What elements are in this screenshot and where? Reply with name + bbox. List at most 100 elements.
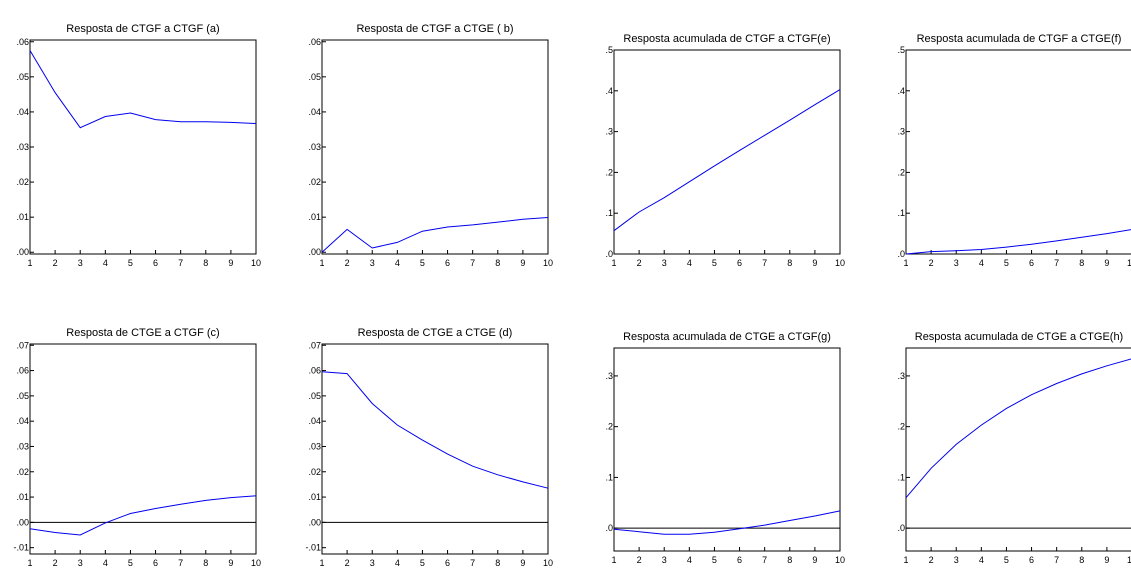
y-tick-label: .3 bbox=[605, 127, 613, 137]
y-tick-label: .00 bbox=[16, 517, 29, 527]
x-tick-label: 4 bbox=[103, 258, 108, 268]
y-tick-label: .2 bbox=[605, 167, 613, 177]
x-tick-label: 6 bbox=[1029, 258, 1034, 268]
x-tick-label: 2 bbox=[637, 555, 642, 565]
y-tick-label: .00 bbox=[308, 517, 321, 527]
x-tick-label: 2 bbox=[637, 258, 642, 268]
x-tick-label: 8 bbox=[1079, 555, 1084, 565]
y-tick-label: .07 bbox=[308, 340, 321, 350]
x-tick-label: 4 bbox=[103, 558, 108, 568]
response-line bbox=[613, 89, 841, 232]
x-tick-label: 1 bbox=[903, 555, 908, 565]
y-tick-label: .2 bbox=[897, 422, 905, 432]
y-tick-label: .5 bbox=[605, 45, 613, 55]
x-tick-label: 6 bbox=[1029, 555, 1034, 565]
x-tick-label: 2 bbox=[345, 258, 350, 268]
x-tick-label: 7 bbox=[1054, 555, 1059, 565]
y-tick-label: .03 bbox=[16, 441, 29, 451]
y-tick-label: .04 bbox=[16, 416, 29, 426]
y-tick-label: .0 bbox=[897, 523, 905, 533]
x-tick-label: 10 bbox=[251, 258, 261, 268]
x-tick-label: 1 bbox=[319, 558, 324, 568]
y-tick-label: .01 bbox=[308, 212, 321, 222]
x-tick-label: 2 bbox=[53, 558, 58, 568]
y-tick-label: .04 bbox=[16, 107, 29, 117]
y-tick-label: .2 bbox=[897, 167, 905, 177]
x-tick-label: 8 bbox=[203, 558, 208, 568]
y-tick-label: .06 bbox=[308, 37, 321, 47]
x-tick-label: 3 bbox=[78, 258, 83, 268]
x-tick-label: 10 bbox=[1127, 555, 1131, 565]
y-tick-label: .5 bbox=[897, 45, 905, 55]
chart-title: Resposta acumulada de CTGE a CTGF(g) bbox=[623, 331, 831, 343]
x-tick-label: 1 bbox=[27, 558, 32, 568]
response-line bbox=[29, 50, 257, 129]
plot-frame bbox=[321, 39, 549, 255]
y-tick-label: .4 bbox=[897, 86, 905, 96]
y-tick-label: .01 bbox=[16, 212, 29, 222]
x-tick-label: 5 bbox=[420, 558, 425, 568]
plot-frame bbox=[321, 343, 549, 555]
x-tick-label: 3 bbox=[954, 258, 959, 268]
x-tick-label: 3 bbox=[662, 555, 667, 565]
x-tick-label: 4 bbox=[395, 558, 400, 568]
y-tick-label: .06 bbox=[16, 37, 29, 47]
chart-title: Resposta acumulada de CTGF a CTGF(e) bbox=[623, 33, 830, 45]
y-tick-label: .05 bbox=[308, 72, 321, 82]
y-tick-label: .0 bbox=[897, 249, 905, 259]
x-tick-label: 2 bbox=[53, 258, 58, 268]
plot-frame bbox=[29, 343, 257, 555]
response-line bbox=[321, 217, 549, 253]
plot-frame bbox=[613, 347, 841, 552]
y-tick-label: .0 bbox=[605, 249, 613, 259]
chart-title: Resposta de CTGF a CTGF (a) bbox=[66, 23, 219, 35]
x-tick-label: 7 bbox=[1054, 258, 1059, 268]
x-tick-label: 9 bbox=[520, 558, 525, 568]
y-tick-label: -.01 bbox=[13, 543, 29, 553]
chart-title: Resposta acumulada de CTGE a CTGE(h) bbox=[915, 331, 1123, 343]
x-tick-label: 9 bbox=[1104, 555, 1109, 565]
x-tick-label: 10 bbox=[543, 558, 553, 568]
y-tick-label: .2 bbox=[605, 422, 613, 432]
y-tick-label: .1 bbox=[605, 472, 613, 482]
y-tick-label: .04 bbox=[308, 107, 321, 117]
x-tick-label: 3 bbox=[370, 558, 375, 568]
y-tick-label: .4 bbox=[605, 86, 613, 96]
x-tick-label: 4 bbox=[687, 555, 692, 565]
x-tick-label: 6 bbox=[445, 558, 450, 568]
x-tick-label: 7 bbox=[470, 258, 475, 268]
x-tick-label: 5 bbox=[420, 258, 425, 268]
x-tick-label: 6 bbox=[153, 258, 158, 268]
plot-frame bbox=[905, 347, 1131, 552]
x-tick-label: 7 bbox=[470, 558, 475, 568]
x-tick-label: 6 bbox=[445, 258, 450, 268]
x-tick-label: 2 bbox=[345, 558, 350, 568]
response-line bbox=[321, 371, 549, 489]
y-tick-label: .3 bbox=[605, 371, 613, 381]
y-tick-label: .1 bbox=[897, 208, 905, 218]
y-tick-label: .03 bbox=[308, 441, 321, 451]
y-tick-label: .1 bbox=[897, 472, 905, 482]
chart-title: Resposta de CTGE a CTGF (c) bbox=[66, 327, 219, 339]
response-line bbox=[905, 358, 1131, 499]
x-tick-label: 10 bbox=[835, 555, 845, 565]
x-tick-label: 5 bbox=[128, 258, 133, 268]
x-tick-label: 4 bbox=[687, 258, 692, 268]
x-tick-label: 4 bbox=[979, 258, 984, 268]
y-tick-label: .00 bbox=[16, 247, 29, 257]
x-tick-label: 7 bbox=[178, 558, 183, 568]
x-tick-label: 3 bbox=[78, 558, 83, 568]
x-tick-label: 7 bbox=[762, 258, 767, 268]
y-tick-label: .00 bbox=[308, 247, 321, 257]
x-tick-label: 8 bbox=[787, 258, 792, 268]
x-tick-label: 5 bbox=[1004, 555, 1009, 565]
plot-frame bbox=[29, 39, 257, 255]
response-line bbox=[613, 510, 841, 535]
x-tick-label: 7 bbox=[762, 555, 767, 565]
x-tick-label: 5 bbox=[128, 558, 133, 568]
x-tick-label: 5 bbox=[1004, 258, 1009, 268]
chart-title: Resposta de CTGE a CTGE (d) bbox=[358, 327, 513, 339]
y-tick-label: .05 bbox=[16, 72, 29, 82]
x-tick-label: 7 bbox=[178, 258, 183, 268]
